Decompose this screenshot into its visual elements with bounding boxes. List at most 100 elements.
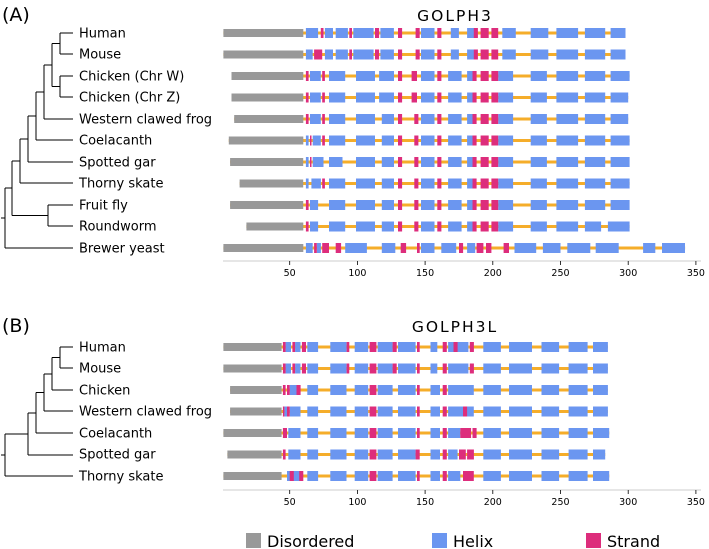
species-label: Mouse [79, 362, 121, 377]
structure-track [227, 449, 606, 460]
helix-segment [377, 449, 393, 460]
strand-segment [417, 406, 420, 417]
helix-segment [584, 221, 602, 232]
species-label: Human [79, 27, 126, 42]
strand-segment [398, 28, 403, 38]
helix-segment [568, 428, 588, 438]
strand-segment [417, 428, 420, 438]
strand-segment [442, 406, 447, 417]
panel-b-label: (B) [2, 315, 30, 337]
helix-segment [330, 406, 347, 417]
x-tick-label: 50 [284, 268, 296, 279]
disordered-region [223, 364, 282, 373]
strand-segment [417, 342, 420, 352]
strand-segment [400, 243, 407, 253]
helix-segment [593, 406, 608, 417]
disordered-region [223, 343, 282, 351]
species-label: Chicken (Chr Z) [79, 91, 180, 106]
structure-track [228, 135, 630, 146]
helix-segment [498, 157, 514, 167]
strand-segment [289, 471, 294, 481]
x-tick-label: 50 [284, 497, 296, 508]
strand-segment [346, 363, 350, 374]
x-tick-label: 300 [619, 268, 637, 279]
x-tick-label: 250 [551, 268, 569, 279]
helix-segment [509, 342, 532, 352]
panel-a-tree [1, 32, 73, 249]
helix-segment [421, 200, 435, 210]
helix-segment [509, 363, 532, 374]
helix-segment [556, 114, 579, 124]
strand-segment [305, 92, 309, 103]
helix-segment [530, 92, 547, 103]
strand-segment [411, 71, 417, 81]
strand-segment [398, 157, 403, 167]
strand-segment [314, 243, 317, 253]
panel-a-title: GOLPH3 [417, 7, 493, 25]
strand-segment [473, 49, 478, 60]
helix-segment [502, 49, 516, 60]
helix-segment [305, 243, 313, 253]
helix-segment [381, 200, 394, 210]
species-label: Western clawed frog [79, 113, 212, 128]
helix-segment [483, 406, 501, 417]
helix-segment [593, 385, 608, 395]
helix-segment [556, 71, 579, 81]
legend-swatch-disordered [246, 533, 261, 548]
disordered-region [228, 136, 304, 145]
helix-segment [356, 221, 375, 232]
strand-segment [398, 71, 403, 81]
strand-segment [480, 135, 489, 146]
helix-segment [584, 135, 606, 146]
helix-segment [310, 200, 319, 210]
helix-segment [311, 178, 321, 189]
strand-segment [442, 471, 447, 481]
helix-segment [610, 200, 630, 210]
helix-segment [284, 406, 287, 417]
helix-segment [307, 471, 319, 481]
helix-segment [483, 385, 501, 395]
helix-segment [610, 92, 629, 103]
helix-segment [509, 471, 532, 481]
helix-segment [430, 449, 440, 460]
strand-segment [398, 221, 403, 232]
panel-a-structure-tracks [223, 28, 686, 253]
helix-segment [288, 449, 301, 460]
species-label: Roundworm [79, 220, 157, 235]
strand-segment [415, 49, 420, 60]
helix-segment [430, 471, 440, 481]
helix-segment [556, 157, 579, 167]
strand-segment [467, 449, 474, 460]
species-label: Chicken (Chr W) [79, 70, 184, 85]
helix-segment [467, 114, 476, 124]
helix-segment [556, 178, 579, 189]
strand-segment [437, 49, 442, 60]
helix-segment [450, 28, 459, 38]
panel-b-species-labels: Human Mouse Chicken Western clawed frog … [78, 341, 212, 485]
helix-segment [498, 92, 514, 103]
helix-segment [584, 92, 606, 103]
strand-segment [491, 157, 499, 167]
strand-segment [369, 363, 377, 374]
helix-segment [421, 221, 435, 232]
helix-segment [662, 243, 685, 253]
strand-segment [476, 243, 484, 253]
strand-segment [292, 363, 296, 374]
strand-segment [369, 449, 377, 460]
helix-segment [330, 385, 347, 395]
helix-segment [307, 342, 319, 352]
helix-segment [354, 406, 369, 417]
helix-segment [530, 135, 547, 146]
strand-segment [320, 28, 324, 38]
helix-segment [448, 178, 462, 189]
panel-a: (A) GOLPH3 Human Mouse [1, 4, 705, 279]
helix-segment [377, 385, 393, 395]
helix-segment [377, 471, 393, 481]
strand-segment [480, 200, 489, 210]
strand-segment [375, 49, 380, 60]
helix-segment [556, 49, 579, 60]
strand-segment [349, 28, 352, 38]
helix-segment [430, 385, 440, 395]
helix-segment [610, 178, 630, 189]
strand-segment [480, 92, 489, 103]
